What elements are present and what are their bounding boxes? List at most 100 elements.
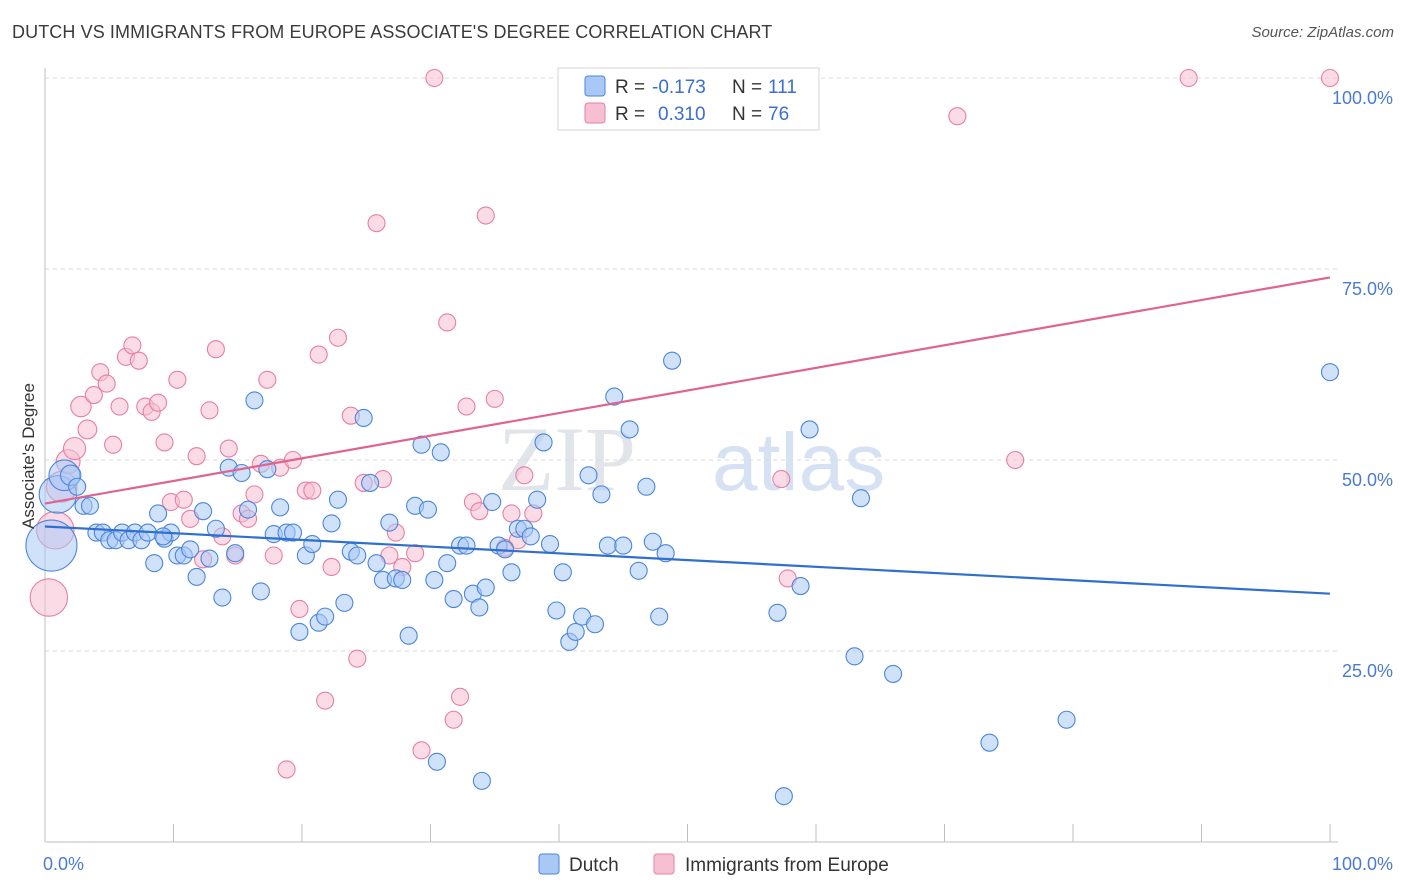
x-tick-label-start: 0.0% [43, 854, 84, 874]
dutch-point-109 [1320, 363, 1340, 382]
immigrants-point-39 [290, 599, 309, 619]
immigrants-point-63 [476, 206, 495, 225]
dutch-point-105 [845, 647, 864, 666]
source-label: Source: ZipAtlas.com [1251, 24, 1394, 41]
dutch-point-85 [585, 615, 605, 634]
legend-r-value-immigrants: 0.310 [658, 104, 706, 125]
dutch-point-44 [322, 514, 341, 533]
y-tick-label-75: 75.0% [1342, 279, 1393, 299]
dutch-point-86 [592, 485, 611, 504]
series-legend-swatch-immigrants [653, 853, 675, 875]
dutch-point-78 [540, 534, 560, 554]
immigrants-point-26 [206, 340, 225, 359]
y-axis-label: Associate's Degree [19, 383, 38, 529]
x-tick-labels: 0.0% 100.0% [43, 854, 1393, 874]
dutch-point-104 [851, 489, 871, 508]
dutch-point-39 [290, 622, 309, 641]
immigrants-point-23 [187, 447, 206, 466]
immigrants-point-6 [77, 419, 98, 440]
y-tick-label-100: 100.0% [1332, 88, 1393, 108]
dutch-point-49 [354, 408, 373, 428]
dutch-point-17 [149, 504, 168, 523]
dutch-point-61 [431, 443, 450, 462]
immigrants-point-18 [155, 433, 174, 452]
series-legend-swatch-dutch [538, 853, 560, 875]
dutch-point-90 [620, 420, 639, 439]
immigrants-point-11 [110, 397, 129, 416]
dutch-point-59 [418, 500, 437, 519]
immigrants-point-10 [104, 435, 123, 454]
series-legend-label-immigrants: Immigrants from Europe [685, 855, 889, 876]
dutch-point-79 [547, 601, 566, 620]
dutch-point-26 [206, 519, 225, 538]
dutch-point-100 [768, 603, 787, 622]
legend-r-value-dutch: -0.173 [652, 77, 706, 98]
dutch-point-67 [470, 598, 489, 617]
dutch-point-65 [457, 536, 476, 555]
dutch-point-41 [303, 534, 322, 554]
watermark-zip: ZIP [498, 408, 636, 510]
legend-n-label-dutch: N = [732, 77, 762, 98]
immigrants-point-55 [412, 741, 431, 760]
immigrants-point-14 [129, 351, 148, 370]
series-legend-label-dutch: Dutch [569, 855, 619, 876]
immigrants-point-17 [149, 393, 168, 412]
immigrants-point-35 [264, 546, 283, 565]
dutch-point-16 [145, 554, 164, 573]
dutch-point-94 [650, 607, 669, 626]
immigrants-point-60 [457, 397, 476, 416]
immigrants-point-5 [70, 395, 92, 418]
dutch-point-97 [154, 527, 173, 546]
dutch-point-27 [213, 588, 232, 607]
dutch-point-88 [605, 387, 624, 406]
dutch-point-91 [629, 561, 648, 580]
trend-lines [44, 276, 1331, 595]
grid-lines [45, 77, 1338, 652]
immigrants-point-44 [322, 557, 341, 577]
y-tick-labels: 25.0% 50.0% 75.0% 100.0% [1332, 88, 1393, 681]
dutch-point-108 [1057, 710, 1076, 729]
immigrants-point-62 [470, 502, 489, 521]
immigrants-point-73 [1006, 450, 1025, 470]
dutch-point-102 [791, 577, 810, 596]
legend-swatch-immigrants [584, 102, 606, 124]
dutch-point-103 [800, 420, 819, 439]
immigrants-point-13 [123, 336, 142, 355]
dutch-point-33 [251, 582, 270, 601]
dutch-point-68 [476, 578, 495, 597]
immigrants-point-57 [438, 313, 457, 332]
immigrants-point-64 [485, 389, 504, 408]
immigrants-point-74 [1179, 68, 1198, 88]
dutch-point-24 [194, 502, 213, 521]
dutch-point-69 [483, 492, 502, 512]
dutch-point-36 [271, 498, 290, 517]
dutch-point-106 [884, 664, 903, 683]
immigrants-point-20 [168, 370, 187, 389]
immigrants-point-75 [1320, 68, 1340, 88]
dutch-point-32 [245, 391, 264, 410]
immigrants-point-0 [29, 578, 69, 617]
dutch-point-98 [427, 752, 446, 771]
dutch-point-45 [328, 490, 348, 509]
immigrants-point-41 [303, 481, 322, 500]
immigrants-point-68 [515, 466, 534, 485]
y-tick-label-25: 25.0% [1342, 661, 1393, 681]
dutch-point-38 [283, 523, 303, 542]
dutch-point-89 [614, 536, 633, 555]
immigrants-point-54 [406, 544, 425, 563]
immigrants-point-66 [502, 504, 521, 523]
dutch-point-96 [663, 351, 682, 370]
dutch-point-82 [566, 622, 585, 641]
immigrants-point-56 [425, 68, 444, 88]
dutch-point-22 [181, 540, 200, 559]
dutch-point-51 [367, 554, 386, 573]
dutch-point-99 [472, 771, 491, 790]
y-tick-label-50: 50.0% [1342, 470, 1393, 490]
immigrants-point-59 [451, 687, 470, 706]
dutch-point-23 [187, 567, 206, 586]
dutch-point-60 [425, 570, 444, 589]
watermark: ZIP atlas [498, 408, 885, 510]
immigrants-point-4 [62, 436, 87, 461]
immigrants-point-32 [245, 485, 264, 504]
